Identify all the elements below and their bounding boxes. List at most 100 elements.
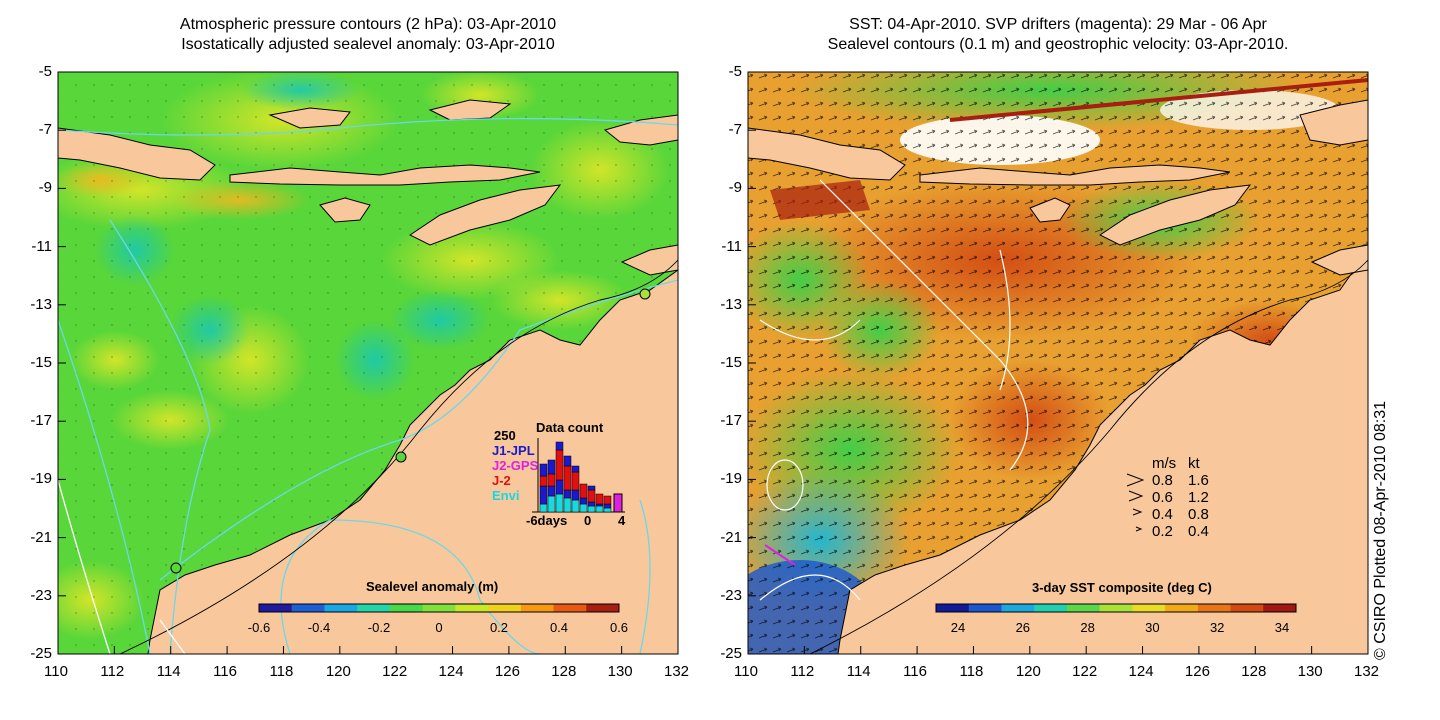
left-colorbar-label: Sealevel anomaly (m)	[366, 579, 499, 594]
inset-bar	[571, 489, 580, 501]
vel-row-kt: 0.4	[1188, 523, 1209, 540]
left-y-tick-label: -7	[38, 121, 52, 139]
inset-bar	[547, 459, 556, 475]
right-colorbar-label: 3-day SST composite (deg C)	[1032, 580, 1212, 595]
left-colorbar-swatch	[455, 604, 489, 612]
left-colorbar-swatch	[324, 604, 358, 612]
left-x-tick-label: 132	[664, 663, 690, 680]
right-colorbar-tick: 32	[1209, 620, 1225, 635]
inset-bar	[539, 503, 548, 513]
left-colorbar-swatch	[520, 604, 555, 612]
left-australia-land	[147, 269, 678, 654]
left-colorbar-tick: -0.4	[307, 620, 331, 635]
left-y-tick-label: -11	[31, 237, 52, 255]
right-x-tick-label: 126	[1184, 663, 1210, 680]
left-colorbar-swatch	[389, 604, 424, 612]
right-colorbar	[935, 603, 1297, 613]
right-panel-title: SST: 04-Apr-2010. SVP drifters (magenta)…	[748, 15, 1368, 55]
inset-bar	[563, 497, 572, 513]
left-colorbar-tick: 0.6	[609, 620, 629, 635]
left-x-tick-label: 124	[438, 663, 464, 680]
left-y-tick-label: -17	[30, 412, 52, 430]
inset-legend-item: J2-GPS	[492, 458, 539, 473]
left-y-tick-label: -19	[30, 470, 52, 488]
left-colorbar-swatch	[291, 604, 325, 612]
left-colorbar-tick: 0.2	[489, 620, 509, 635]
inset-bar	[571, 465, 580, 473]
inset-x-label: 0	[584, 513, 592, 528]
right-colorbar-swatch	[1001, 604, 1035, 612]
right-x-tick-label: 132	[1354, 663, 1380, 680]
left-title-line1: Atmospheric pressure contours (2 hPa): 0…	[179, 16, 557, 33]
left-y-tick-label: -21	[30, 528, 52, 546]
inset-bar	[547, 495, 556, 513]
left-x-tick-label: 112	[100, 663, 125, 680]
inset-bar	[563, 489, 572, 499]
inset-bar	[547, 485, 556, 497]
inset-bar	[603, 507, 612, 513]
right-x-tick-label: 122	[1072, 663, 1098, 680]
inset-bar	[595, 505, 604, 513]
left-x-tick-label: 128	[551, 663, 577, 680]
right-y-tick-label: -11	[721, 237, 742, 255]
inset-bar	[555, 441, 564, 451]
right-colorbar-swatch	[1263, 604, 1297, 612]
right-x-tick-label: 124	[1128, 663, 1154, 680]
inset-bar	[603, 503, 612, 509]
vel-row-ms: 0.4	[1152, 506, 1173, 523]
right-y-tick-label: -13	[720, 295, 742, 313]
right-title-line1: SST: 04-Apr-2010. SVP drifters (magenta)…	[849, 16, 1267, 33]
vel-row-kt: 1.2	[1188, 489, 1209, 506]
right-colorbar-swatch	[1132, 604, 1166, 612]
right-x-tick-label: 130	[1297, 663, 1323, 680]
vel-row-kt: 1.6	[1188, 472, 1209, 489]
inset-bar	[587, 501, 596, 507]
right-x-tick-label: 114	[846, 663, 871, 680]
left-y-tick-label: -13	[30, 295, 52, 313]
vel-row-ms: 0.6	[1152, 489, 1173, 506]
right-y-tick-label: -9	[728, 179, 742, 197]
left-y-tick-label: -9	[38, 179, 52, 197]
right-colorbar-tick: 30	[1145, 620, 1160, 635]
inset-bar	[571, 499, 580, 513]
inset-y-max: 250	[494, 428, 516, 443]
right-colorbar-swatch	[968, 604, 1002, 612]
left-colorbar-tick: -0.2	[367, 620, 391, 635]
right-y-tick-label: -7	[728, 121, 742, 139]
right-map	[748, 72, 1368, 654]
inset-bar	[555, 493, 564, 513]
left-x-tick-label: 130	[607, 663, 633, 680]
right-y-tick-label: -21	[720, 528, 742, 546]
inset-bar	[555, 479, 564, 495]
right-y-tick-label: -5	[728, 63, 742, 80]
right-x-tick-label: 116	[903, 663, 927, 680]
inset-bar	[587, 485, 596, 491]
inset-bar	[579, 497, 588, 505]
right-colorbar-swatch	[1197, 604, 1232, 612]
inset-bar	[579, 483, 588, 499]
left-panel-title: Atmospheric pressure contours (2 hPa): 0…	[58, 15, 678, 55]
inset-bar	[563, 455, 572, 467]
inset-x-label: 4	[618, 513, 626, 528]
right-colorbar-tick: 24	[950, 620, 966, 635]
credit-text: © CSIRO Plotted 08-Apr-2010 08:31	[1372, 400, 1389, 660]
left-y-tick-label: -5	[38, 63, 52, 80]
inset-bar	[595, 493, 604, 505]
inset-x-label: -6days	[526, 513, 568, 528]
left-x-tick-label: 118	[269, 663, 294, 680]
inset-legend-item: J1-JPL	[492, 443, 535, 458]
left-y-tick-label: -15	[30, 354, 52, 371]
right-x-tick-label: 120	[1015, 663, 1041, 680]
right-y-tick-label: -15	[720, 354, 742, 371]
left-x-tick-label: 122	[382, 663, 408, 680]
right-x-tick-label: 128	[1241, 663, 1267, 680]
inset-bar	[603, 495, 612, 505]
inset-bar	[579, 503, 588, 513]
left-x-tick-label: 120	[325, 663, 351, 680]
left-title-line2: Isostatically adjusted sealevel anomaly:…	[181, 36, 555, 53]
right-colorbar-swatch	[936, 604, 970, 612]
inset-bar	[547, 473, 556, 487]
right-colorbar-tick: 34	[1274, 620, 1290, 635]
inset-bar	[539, 485, 548, 505]
left-y-tick-label: -25	[30, 645, 52, 662]
